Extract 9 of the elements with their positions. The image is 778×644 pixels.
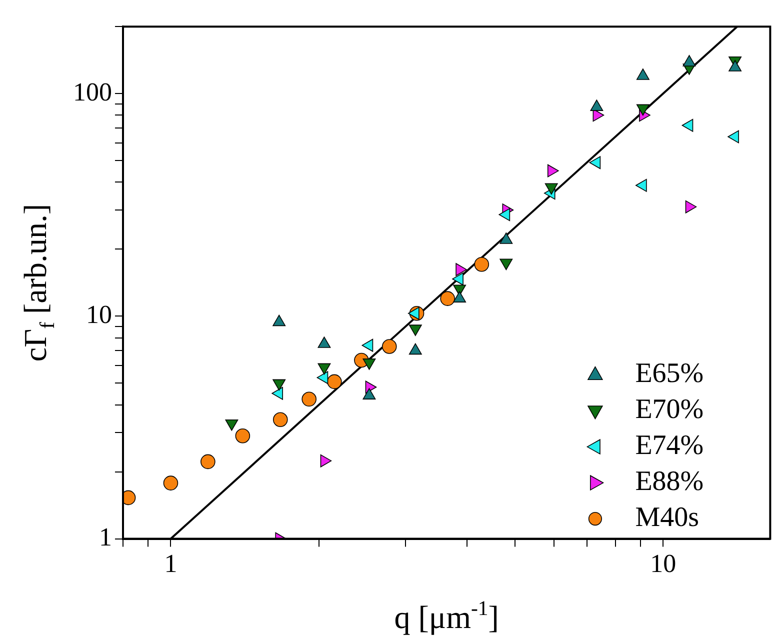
legend-label: M40s bbox=[635, 502, 699, 534]
y-axis-title: cΓf [arb.un.] bbox=[17, 204, 59, 362]
y-tick-label: 1 bbox=[99, 522, 112, 552]
y-tick-label: 100 bbox=[73, 77, 112, 106]
legend-label: E65% bbox=[635, 358, 704, 390]
y-tick-label: 10 bbox=[86, 300, 112, 330]
legend-label: E70% bbox=[635, 394, 704, 426]
legend-label: E88% bbox=[635, 466, 704, 498]
legend-label: E74% bbox=[635, 430, 704, 462]
